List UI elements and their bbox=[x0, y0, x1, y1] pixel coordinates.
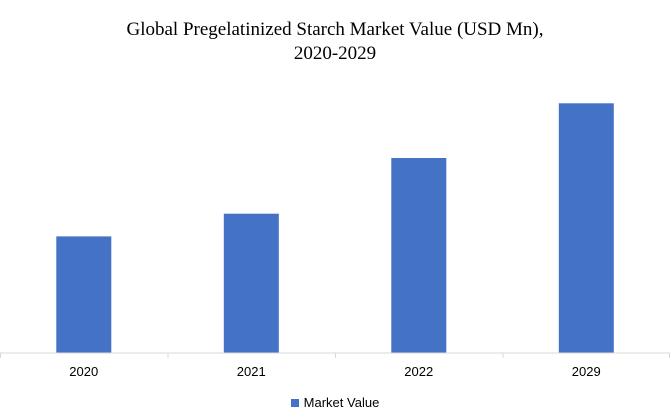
legend-label-market-value: Market Value bbox=[303, 395, 380, 410]
chart-title-line-2: 2020-2029 bbox=[293, 43, 377, 64]
x-tick-labels: 2020 2021 2022 2029 bbox=[69, 364, 600, 379]
bar-2022 bbox=[391, 158, 447, 353]
legend: Market Value bbox=[0, 395, 670, 411]
bar-2021 bbox=[223, 213, 279, 353]
chart-title-line-1: Global Pregelatinized Starch Market Valu… bbox=[126, 19, 544, 40]
x-tick-label-2029: 2029 bbox=[572, 364, 601, 379]
chart-title: Global Pregelatinized Starch Market Valu… bbox=[0, 18, 670, 66]
x-tick-label-2021: 2021 bbox=[237, 364, 266, 379]
legend-swatch-market-value bbox=[290, 399, 299, 407]
bar-2029 bbox=[558, 103, 614, 353]
bar-2020 bbox=[56, 236, 112, 353]
x-tick-label-2020: 2020 bbox=[69, 364, 98, 379]
bars-group bbox=[56, 103, 614, 353]
x-tick-marks bbox=[0, 353, 670, 358]
x-tick-label-2022: 2022 bbox=[404, 364, 433, 379]
